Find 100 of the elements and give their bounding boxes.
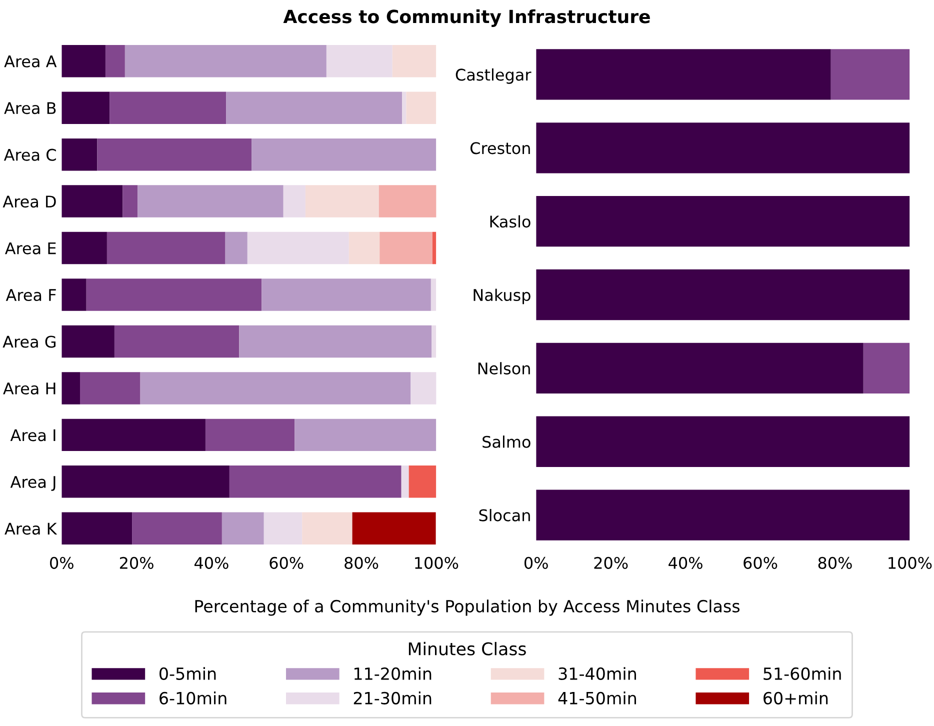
bar	[62, 44, 106, 78]
bar	[536, 196, 910, 247]
bar	[402, 92, 406, 124]
legend-label: 51-60min	[764, 667, 841, 680]
bar	[62, 466, 230, 498]
bar	[264, 512, 302, 545]
bar	[62, 512, 132, 545]
bar	[97, 138, 252, 171]
bar	[392, 44, 436, 78]
bar	[352, 512, 436, 545]
y-tick-label: Nelson	[478, 362, 530, 374]
bar	[105, 44, 125, 78]
y-tick-label: Area A	[4, 56, 57, 68]
x-tick-label: 20%	[120, 556, 154, 569]
bar	[110, 92, 226, 124]
bar	[294, 418, 436, 452]
bar	[432, 232, 436, 264]
bar	[114, 325, 240, 358]
legend-title: Minutes Class	[408, 642, 526, 656]
x-tick-label: 80%	[818, 556, 852, 569]
bar	[406, 92, 436, 124]
bar	[863, 342, 910, 394]
y-tick-label: Area K	[4, 522, 58, 535]
bar	[536, 416, 910, 467]
x-tick-label: 60%	[270, 556, 304, 569]
bar	[226, 92, 402, 124]
bar	[132, 512, 222, 545]
x-tick-label: 80%	[344, 556, 378, 569]
bar	[140, 372, 411, 404]
bar	[302, 512, 352, 545]
bar	[122, 185, 138, 218]
y-tick-label: Area C	[4, 148, 56, 161]
bar	[86, 278, 262, 311]
bar	[62, 92, 110, 124]
bar	[62, 185, 123, 218]
bar	[305, 185, 379, 218]
legend-label: 11-20min	[354, 667, 432, 680]
bar	[205, 418, 295, 452]
bar	[124, 44, 326, 78]
bar	[536, 269, 910, 320]
bar	[536, 122, 910, 174]
bar	[401, 466, 409, 498]
bar	[536, 49, 831, 100]
x-tick-label: 0%	[524, 556, 548, 569]
bar	[106, 232, 226, 264]
y-tick-label: Nakusp	[474, 288, 530, 304]
bar	[225, 232, 248, 264]
bar	[80, 372, 140, 404]
legend-label: 41-50min	[558, 692, 636, 704]
bar	[62, 138, 98, 171]
y-tick-label: Slocan	[479, 508, 530, 522]
x-tick-label: 40%	[668, 556, 702, 569]
x-tick-label: 100%	[415, 556, 458, 569]
bar	[222, 512, 264, 545]
y-tick-label: Area F	[6, 289, 56, 302]
x-tick-label: 60%	[744, 556, 778, 569]
y-tick-label: Kaslo	[490, 215, 530, 228]
bar	[326, 44, 392, 78]
bar	[138, 185, 284, 218]
y-tick-label: Creston	[470, 142, 530, 154]
chart-title: Access to Community Infrastructure	[283, 9, 650, 27]
y-tick-label: Salmo	[482, 436, 530, 448]
legend-label: 0-5min	[160, 667, 216, 680]
bar	[247, 232, 349, 264]
legend-label: 21-30min	[354, 692, 432, 704]
y-tick-label: Area G	[2, 336, 56, 348]
x-tick-label: 40%	[194, 556, 228, 569]
bar	[378, 185, 436, 218]
y-tick-label: Area D	[2, 196, 56, 208]
y-tick-label: Area I	[10, 429, 56, 442]
y-tick-label: Area J	[10, 476, 56, 491]
bar	[62, 232, 107, 264]
bar	[536, 490, 910, 540]
y-tick-label: Area E	[4, 242, 56, 254]
legend-label: 6-10min	[160, 692, 226, 704]
bar	[62, 325, 114, 358]
bar	[380, 232, 432, 264]
y-tick-label: Castlegar	[456, 68, 532, 84]
x-tick-label: 100%	[888, 556, 932, 569]
bar	[239, 325, 432, 358]
bar	[229, 466, 402, 498]
legend-label: 31-40min	[558, 667, 636, 680]
bar	[62, 278, 86, 311]
bar	[408, 466, 436, 498]
y-tick-label: Area H	[3, 382, 56, 395]
bar	[432, 325, 436, 358]
y-tick-label: Area B	[4, 102, 56, 114]
bar	[536, 342, 864, 394]
x-tick-label: 0%	[50, 556, 74, 569]
bar	[830, 49, 910, 100]
bar	[430, 278, 436, 311]
bar	[252, 138, 436, 171]
x-tick-label: 20%	[594, 556, 628, 569]
bar	[62, 372, 80, 404]
x-axis-title: Percentage of a Community's Population by Access Minutes Class	[195, 600, 740, 616]
bar	[283, 185, 306, 218]
bar	[348, 232, 380, 264]
bar	[410, 372, 436, 404]
bar	[62, 418, 206, 452]
legend-label: 60+min	[764, 692, 828, 704]
